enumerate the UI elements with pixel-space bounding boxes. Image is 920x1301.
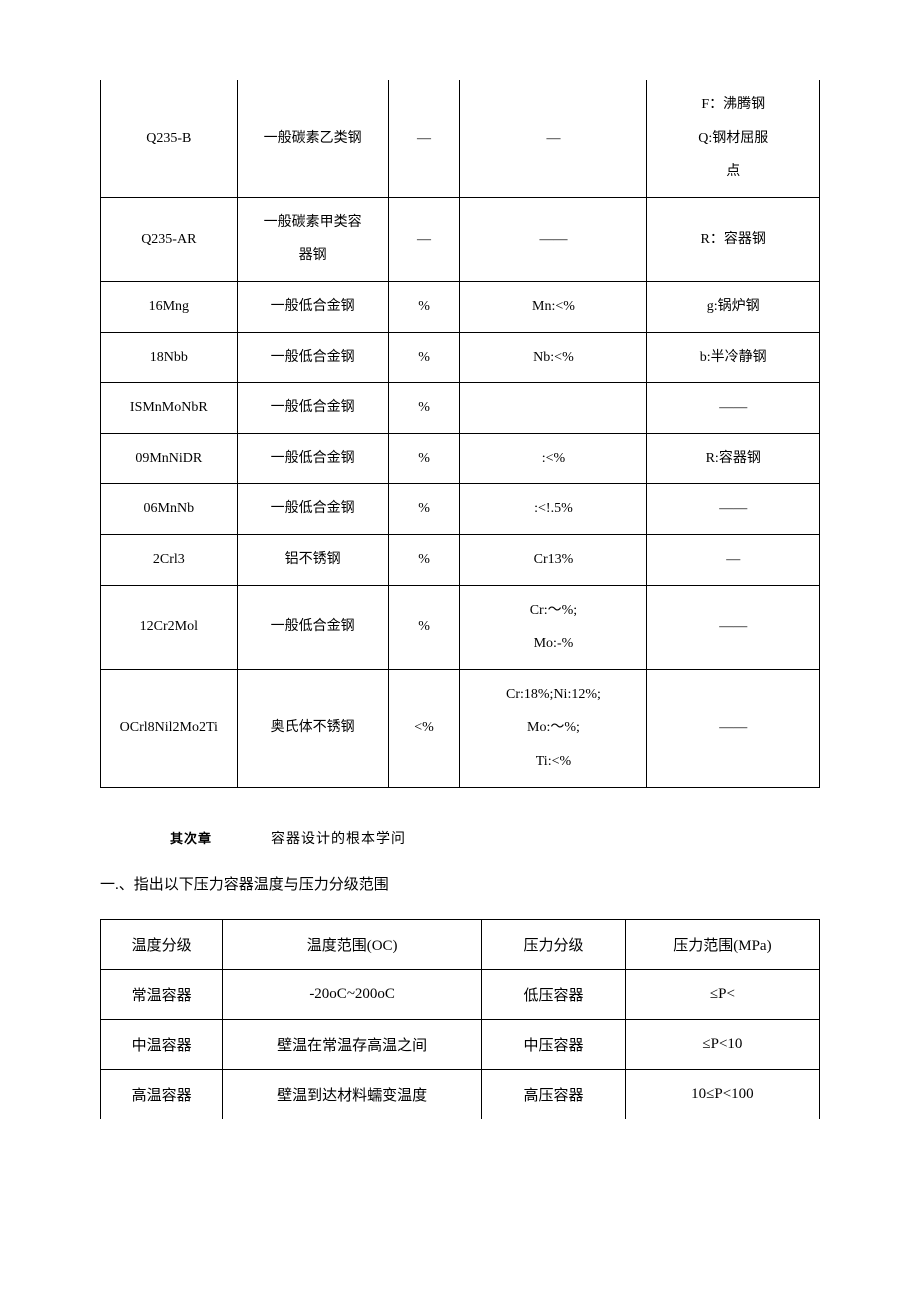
table-cell: 一般碳素乙类钢 — [237, 80, 388, 197]
table-cell: — — [460, 80, 647, 197]
table-cell: 奥氏体不锈钢 — [237, 669, 388, 787]
table-cell: % — [388, 433, 460, 484]
table-cell: 高压容器 — [482, 1069, 626, 1119]
table-row: 09MnNiDR一般低合金钢%:<%R:容器钢 — [101, 433, 820, 484]
table-cell: Q235-AR — [101, 197, 238, 281]
table-cell: 09MnNiDR — [101, 433, 238, 484]
table-cell: 12Cr2Mol — [101, 585, 238, 669]
table-cell: Cr:18%;Ni:12%;Mo:〜%;Ti:<% — [460, 669, 647, 787]
table-cell: 16Mng — [101, 281, 238, 332]
table-row: Q235-B一般碳素乙类钢——F：沸腾钢Q:钢材屈服点 — [101, 80, 820, 197]
table-cell: % — [388, 332, 460, 383]
table-cell: 壁温在常温存高温之间 — [223, 1019, 482, 1069]
table-cell: —— — [647, 585, 820, 669]
table-cell: g:锅炉钢 — [647, 281, 820, 332]
table-cell: 一般低合金钢 — [237, 383, 388, 434]
table-row: 12Cr2Mol一般低合金钢%Cr:〜%;Mo:-%—— — [101, 585, 820, 669]
table-cell: R：容器钢 — [647, 197, 820, 281]
table-cell: ≤P<10 — [625, 1019, 819, 1069]
table-row: 16Mng一般低合金钢%Mn:<%g:锅炉钢 — [101, 281, 820, 332]
table-cell: :<% — [460, 433, 647, 484]
table-cell: % — [388, 281, 460, 332]
table-row: 18Nbb一般低合金钢%Nb:<%b:半冷静钢 — [101, 332, 820, 383]
table-cell: 一般低合金钢 — [237, 332, 388, 383]
table-cell: 铝不锈钢 — [237, 534, 388, 585]
header-cell: 温度分级 — [101, 919, 223, 969]
table-cell: — — [647, 534, 820, 585]
pressure-temp-table: 温度分级 温度范围(OC) 压力分级 压力范围(MPa) 常温容器-20oC~2… — [100, 919, 820, 1119]
table-row: ISMnMoNbR一般低合金钢% —— — [101, 383, 820, 434]
table-row: Q235-AR一般碳素甲类容器钢———R：容器钢 — [101, 197, 820, 281]
table-cell: —— — [647, 484, 820, 535]
table-cell: —— — [647, 669, 820, 787]
table-cell: 高温容器 — [101, 1069, 223, 1119]
table-cell — [460, 383, 647, 434]
table-cell: 一般低合金钢 — [237, 585, 388, 669]
table-cell: 一般低合金钢 — [237, 433, 388, 484]
table-cell: <% — [388, 669, 460, 787]
table-row: 高温容器壁温到达材料蠕变温度高压容器10≤P<100 — [101, 1069, 820, 1119]
table-cell: Mn:<% — [460, 281, 647, 332]
table-cell: Q235-B — [101, 80, 238, 197]
table-cell: -20oC~200oC — [223, 969, 482, 1019]
table-cell: R:容器钢 — [647, 433, 820, 484]
table-cell: 2Crl3 — [101, 534, 238, 585]
table-row: OCrl8Nil2Mo2Ti奥氏体不锈钢<%Cr:18%;Ni:12%;Mo:〜… — [101, 669, 820, 787]
table-row: 06MnNb一般低合金钢%:<!.5%—— — [101, 484, 820, 535]
table-cell: 一般低合金钢 — [237, 484, 388, 535]
steel-materials-table: Q235-B一般碳素乙类钢——F：沸腾钢Q:钢材屈服点Q235-AR一般碳素甲类… — [100, 80, 820, 788]
table-cell: —— — [647, 383, 820, 434]
table-cell: F：沸腾钢Q:钢材屈服点 — [647, 80, 820, 197]
header-cell: 压力分级 — [482, 919, 626, 969]
table-cell: b:半冷静钢 — [647, 332, 820, 383]
table-cell: 18Nbb — [101, 332, 238, 383]
header-cell: 温度范围(OC) — [223, 919, 482, 969]
table-row: 中温容器壁温在常温存高温之间中压容器≤P<10 — [101, 1019, 820, 1069]
table-cell: ISMnMoNbR — [101, 383, 238, 434]
table-cell: —— — [460, 197, 647, 281]
table-cell: 中压容器 — [482, 1019, 626, 1069]
subsection-title: 一.、指出以下压力容器温度与压力分级范围 — [100, 873, 820, 894]
table-cell: OCrl8Nil2Mo2Ti — [101, 669, 238, 787]
table-cell: Cr13% — [460, 534, 647, 585]
table-cell: 一般低合金钢 — [237, 281, 388, 332]
table-cell: 常温容器 — [101, 969, 223, 1019]
table-cell: ≤P< — [625, 969, 819, 1019]
table-cell: — — [388, 80, 460, 197]
table-cell: % — [388, 484, 460, 535]
table-cell: Cr:〜%;Mo:-% — [460, 585, 647, 669]
table-row: 常温容器-20oC~200oC低压容器≤P< — [101, 969, 820, 1019]
table-row: 2Crl3铝不锈钢%Cr13%— — [101, 534, 820, 585]
section-label: 其次章 — [170, 831, 212, 846]
table-cell: :<!.5% — [460, 484, 647, 535]
table-cell: 06MnNb — [101, 484, 238, 535]
section-title-text: 容器设计的根本学问 — [271, 832, 406, 847]
table-header-row: 温度分级 温度范围(OC) 压力分级 压力范围(MPa) — [101, 919, 820, 969]
table-cell: % — [388, 383, 460, 434]
table-cell: 壁温到达材料蠕变温度 — [223, 1069, 482, 1119]
table-cell: 一般碳素甲类容器钢 — [237, 197, 388, 281]
section-heading: 其次章 容器设计的根本学问 — [170, 828, 820, 848]
table-cell: 10≤P<100 — [625, 1069, 819, 1119]
table-cell: % — [388, 534, 460, 585]
table-cell: Nb:<% — [460, 332, 647, 383]
table-cell: 低压容器 — [482, 969, 626, 1019]
table-cell: — — [388, 197, 460, 281]
table-cell: % — [388, 585, 460, 669]
table-cell: 中温容器 — [101, 1019, 223, 1069]
header-cell: 压力范围(MPa) — [625, 919, 819, 969]
